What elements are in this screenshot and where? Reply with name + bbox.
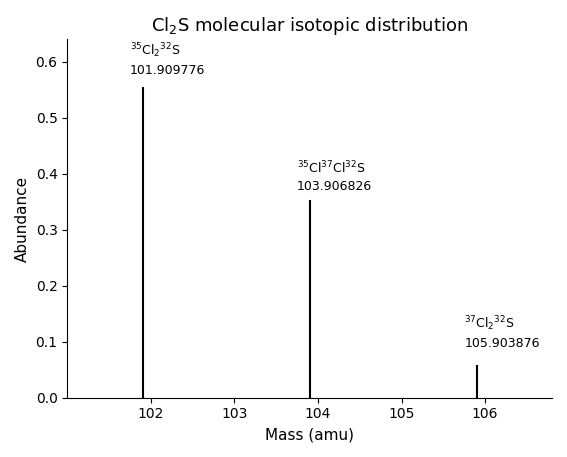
Y-axis label: Abundance: Abundance bbox=[15, 175, 30, 261]
Text: $^{35}$Cl$_2$$^{32}$S: $^{35}$Cl$_2$$^{32}$S bbox=[130, 41, 181, 60]
Text: $^{37}$Cl$_2$$^{32}$S: $^{37}$Cl$_2$$^{32}$S bbox=[464, 314, 515, 333]
X-axis label: Mass (amu): Mass (amu) bbox=[265, 427, 354, 442]
Text: 101.909776: 101.909776 bbox=[130, 64, 205, 77]
Text: $^{35}$Cl$^{37}$Cl$^{32}$S: $^{35}$Cl$^{37}$Cl$^{32}$S bbox=[297, 160, 366, 176]
Title: Cl$_2$S molecular isotopic distribution: Cl$_2$S molecular isotopic distribution bbox=[151, 15, 468, 37]
Text: 103.906826: 103.906826 bbox=[297, 181, 373, 193]
Text: 105.903876: 105.903876 bbox=[464, 337, 540, 350]
